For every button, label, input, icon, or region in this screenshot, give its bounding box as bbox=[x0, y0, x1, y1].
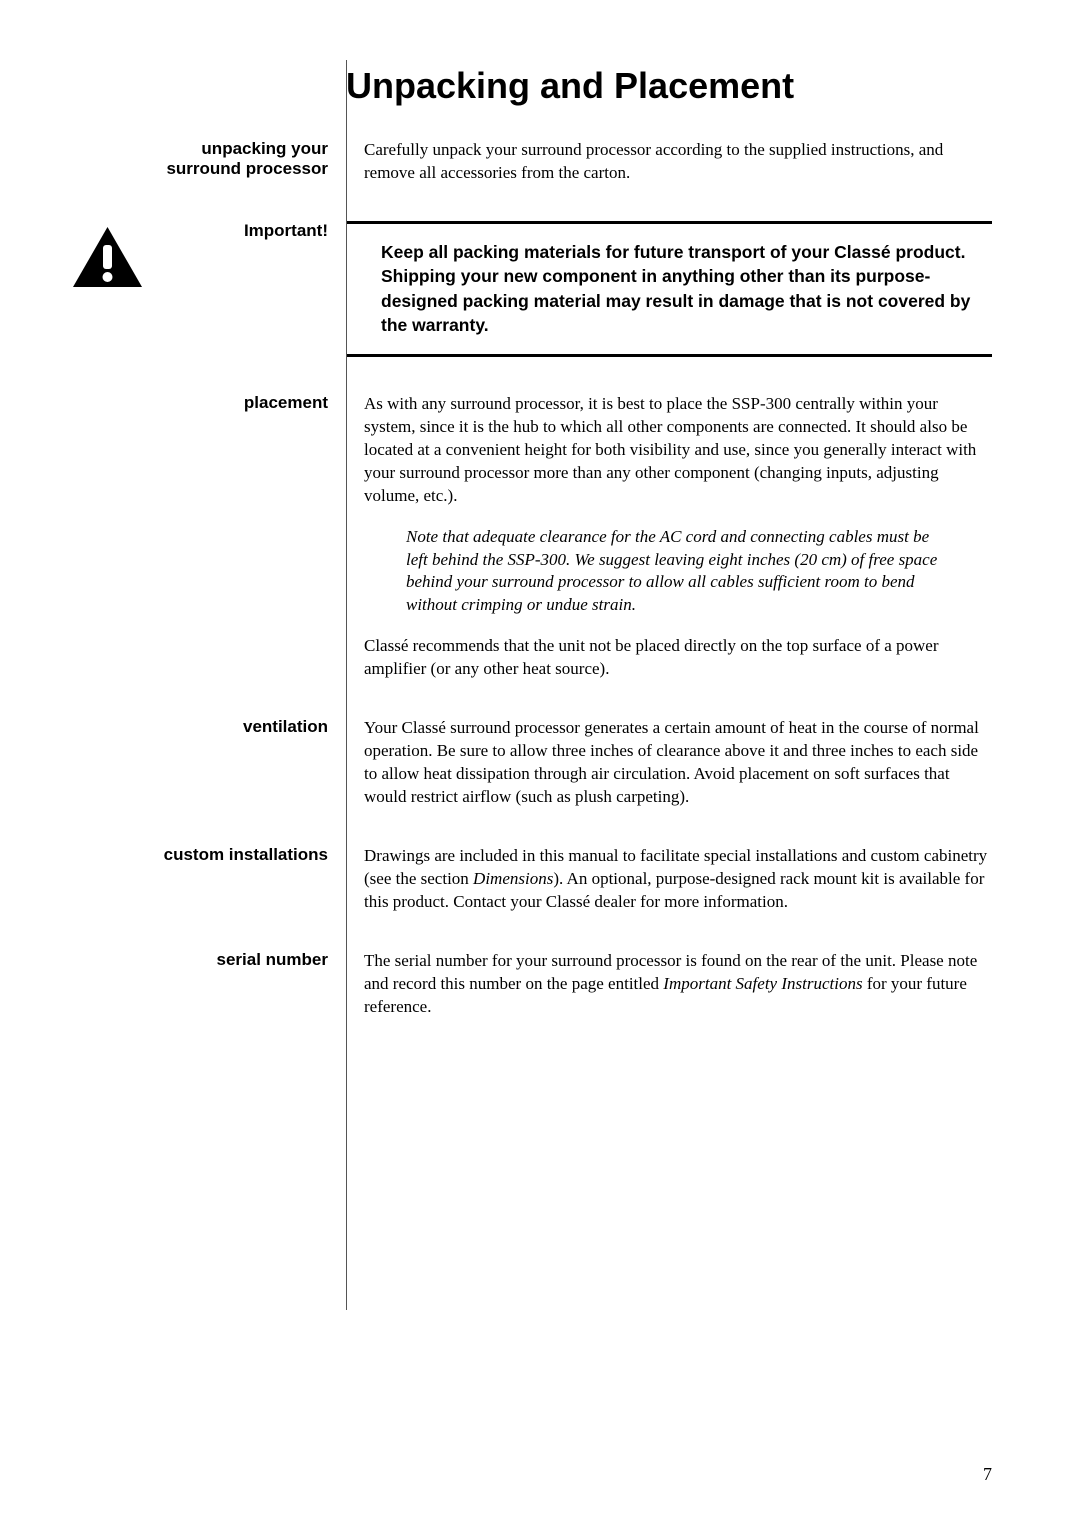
body-text: Drawings are included in this manual to … bbox=[364, 845, 992, 914]
body-text: As with any surround processor, it is be… bbox=[364, 393, 992, 508]
section-label: placement bbox=[88, 393, 346, 681]
section-content: As with any surround processor, it is be… bbox=[346, 393, 992, 681]
label-text: ventilation bbox=[243, 717, 328, 736]
section-label: Important! bbox=[88, 221, 346, 357]
warning-icon bbox=[70, 225, 145, 295]
label-line1: unpacking your bbox=[201, 139, 328, 158]
label-text: custom installations bbox=[164, 845, 328, 864]
section-placement: placement As with any surround processor… bbox=[88, 393, 992, 681]
note-text: Note that adequate clearance for the AC … bbox=[364, 526, 992, 618]
section-content: Keep all packing materials for future tr… bbox=[346, 221, 992, 357]
section-important: Important! Keep all packing materials fo… bbox=[88, 221, 992, 357]
section-content: Drawings are included in this manual to … bbox=[346, 845, 992, 914]
section-content: Carefully unpack your surround processor… bbox=[346, 139, 992, 185]
body-text: Your Classé surround processor generates… bbox=[364, 717, 992, 809]
section-custom-installations: custom installations Drawings are includ… bbox=[88, 845, 992, 914]
important-callout: Keep all packing materials for future tr… bbox=[346, 221, 992, 357]
body-text: Carefully unpack your surround processor… bbox=[364, 139, 992, 185]
body-text: Classé recommends that the unit not be p… bbox=[364, 635, 992, 681]
label-text: serial number bbox=[217, 950, 329, 969]
body-text: The serial number for your surround proc… bbox=[364, 950, 992, 1019]
page-number: 7 bbox=[983, 1464, 992, 1485]
section-ventilation: ventilation Your Classé surround process… bbox=[88, 717, 992, 809]
page-title: Unpacking and Placement bbox=[346, 65, 992, 107]
label-line2: surround processor bbox=[166, 159, 328, 178]
section-serial-number: serial number The serial number for your… bbox=[88, 950, 992, 1019]
vertical-divider bbox=[346, 60, 347, 1310]
section-label: custom installations bbox=[88, 845, 346, 914]
section-content: The serial number for your surround proc… bbox=[346, 950, 992, 1019]
section-unpacking: unpacking your surround processor Carefu… bbox=[88, 139, 992, 185]
section-label: ventilation bbox=[88, 717, 346, 809]
label-text: placement bbox=[244, 393, 328, 412]
section-label: unpacking your surround processor bbox=[88, 139, 346, 185]
section-content: Your Classé surround processor generates… bbox=[346, 717, 992, 809]
label-text: Important! bbox=[244, 221, 328, 240]
section-label: serial number bbox=[88, 950, 346, 1019]
